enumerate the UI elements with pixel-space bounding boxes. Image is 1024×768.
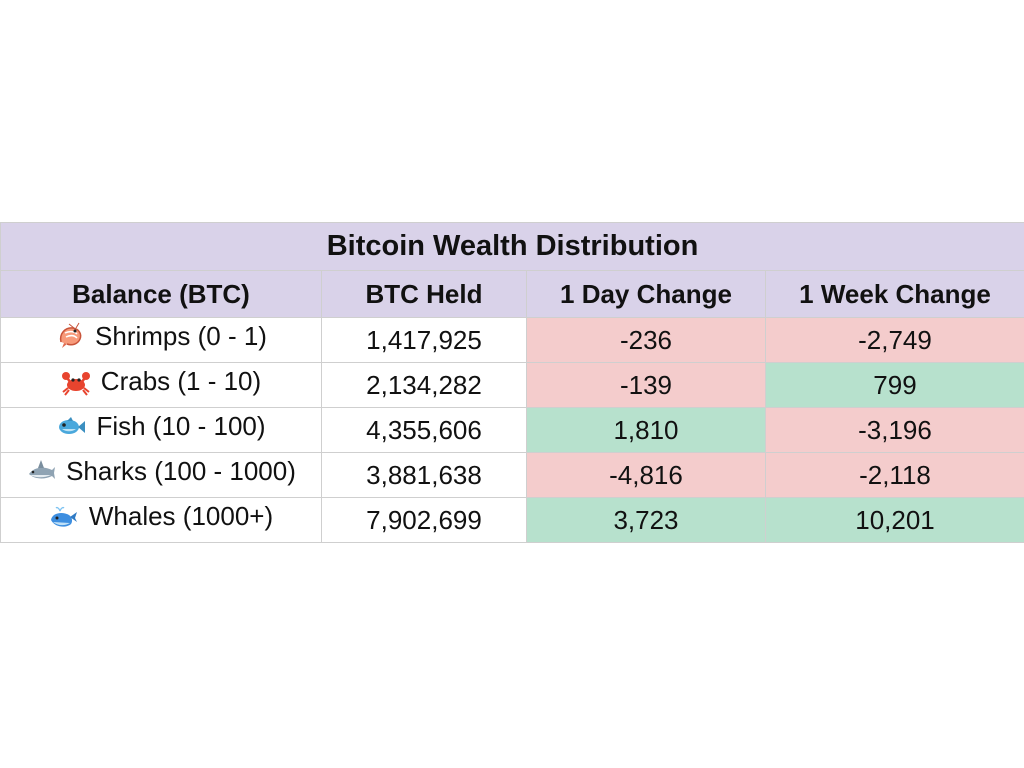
table-body: Shrimps (0 - 1) 1,417,925 -236 -2,749 Crabs … [0, 317, 1024, 543]
title-row: Bitcoin Wealth Distribution [0, 222, 1024, 271]
wealth-distribution-table: Bitcoin Wealth Distribution Balance (BTC… [0, 222, 1024, 543]
day-change-cell: 3,723 [526, 497, 766, 543]
balance-label: Fish (10 - 100) [96, 411, 266, 442]
column-header-balance: Balance (BTC) [0, 270, 322, 318]
balance-label: Sharks (100 - 1000) [66, 456, 296, 487]
balance-label-group: Fish (10 - 100) [56, 411, 266, 442]
balance-label: Crabs (1 - 10) [100, 366, 262, 397]
week-change-cell: -3,196 [765, 407, 1024, 453]
week-change-cell: 10,201 [765, 497, 1024, 543]
week-change-cell: -2,118 [765, 452, 1024, 498]
header-row: Balance (BTC) BTC Held 1 Day Change 1 We… [0, 270, 1024, 318]
balance-cell: Whales (1000+) [0, 497, 322, 543]
balance-cell: Crabs (1 - 10) [0, 362, 322, 408]
balance-cell: Fish (10 - 100) [0, 407, 322, 453]
balance-label: Shrimps (0 - 1) [95, 321, 267, 352]
column-header-btc-held: BTC Held [321, 270, 527, 318]
table-title: Bitcoin Wealth Distribution [0, 222, 1024, 271]
day-change-cell: 1,810 [526, 407, 766, 453]
balance-label-group: Sharks (100 - 1000) [26, 456, 296, 487]
column-header-1-day-change: 1 Day Change [526, 270, 766, 318]
table-row: Crabs (1 - 10) 2,134,282 -139 799 [0, 362, 1024, 408]
balance-label: Whales (1000+) [88, 501, 274, 532]
week-change-cell: -2,749 [765, 317, 1024, 363]
balance-cell: Shrimps (0 - 1) [0, 317, 322, 363]
btc-held-cell: 4,355,606 [321, 407, 527, 453]
fish-icon [56, 412, 86, 442]
btc-held-cell: 1,417,925 [321, 317, 527, 363]
table-row: Fish (10 - 100) 4,355,606 1,810 -3,196 [0, 407, 1024, 453]
balance-label-group: Whales (1000+) [49, 501, 273, 532]
btc-held-cell: 2,134,282 [321, 362, 527, 408]
table-row: Shrimps (0 - 1) 1,417,925 -236 -2,749 [0, 317, 1024, 363]
btc-held-cell: 7,902,699 [321, 497, 527, 543]
shark-icon [26, 457, 56, 487]
balance-cell: Sharks (100 - 1000) [0, 452, 322, 498]
whale-icon [49, 502, 79, 532]
table-row: Whales (1000+) 7,902,699 3,723 10,201 [0, 497, 1024, 543]
wealth-distribution-table-wrap: Bitcoin Wealth Distribution Balance (BTC… [0, 222, 1024, 543]
balance-label-group: Crabs (1 - 10) [61, 366, 261, 397]
day-change-cell: -236 [526, 317, 766, 363]
table-row: Sharks (100 - 1000) 3,881,638 -4,816 -2,118 [0, 452, 1024, 498]
day-change-cell: -139 [526, 362, 766, 408]
week-change-cell: 799 [765, 362, 1024, 408]
btc-held-cell: 3,881,638 [321, 452, 527, 498]
day-change-cell: -4,816 [526, 452, 766, 498]
crab-icon [61, 367, 91, 397]
balance-label-group: Shrimps (0 - 1) [55, 321, 267, 352]
shrimp-icon [55, 322, 85, 352]
column-header-1-week-change: 1 Week Change [765, 270, 1024, 318]
